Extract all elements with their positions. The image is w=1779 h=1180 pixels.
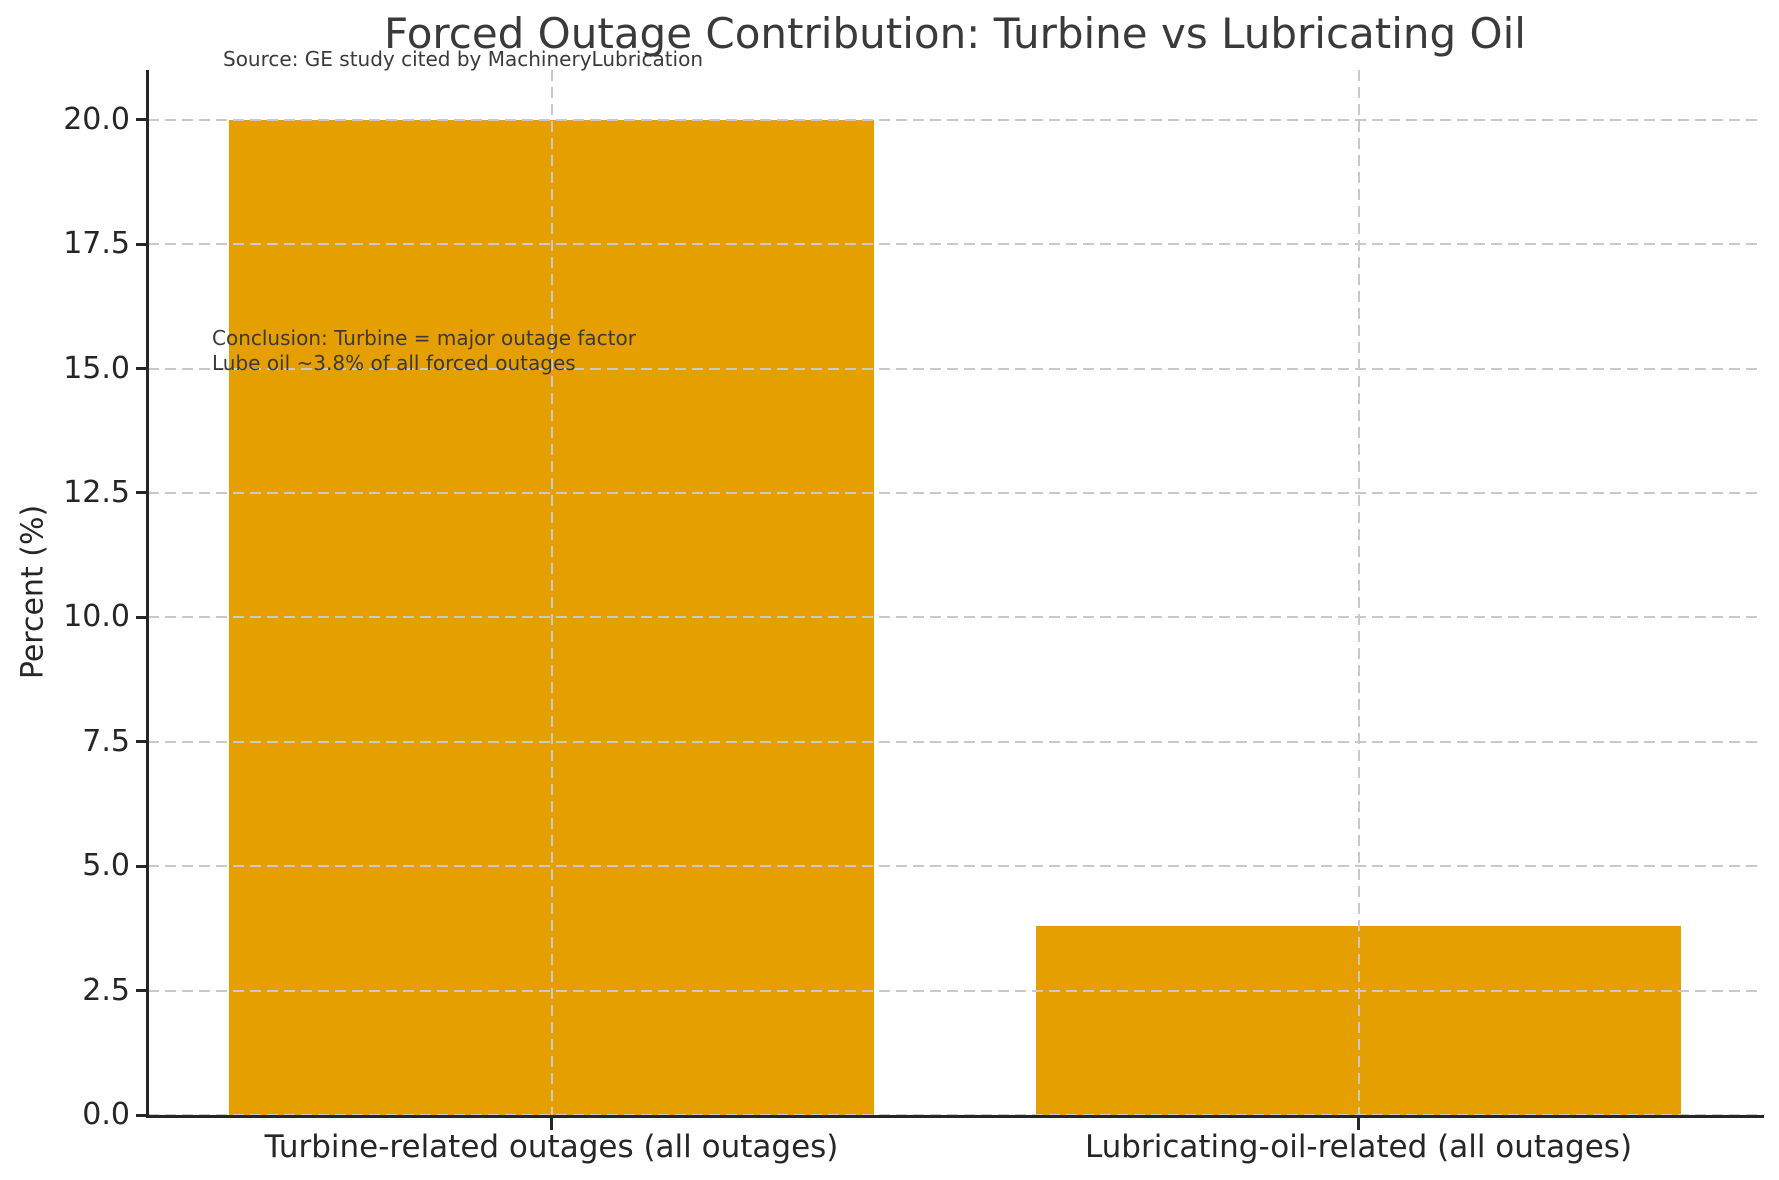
y-tick-label: 20.0: [63, 101, 130, 137]
h-gridline: [148, 865, 1762, 868]
y-tick-mark: [136, 615, 148, 619]
h-gridline: [148, 989, 1762, 992]
x-tick-label: Lubricating-oil-related (all outages): [1084, 1129, 1633, 1165]
x-axis: [146, 1115, 1764, 1118]
h-gridline: [148, 740, 1762, 743]
x-tick-mark: [550, 1118, 553, 1130]
y-tick-label: 17.5: [63, 226, 130, 262]
chart-title: Forced Outage Contribution: Turbine vs L…: [384, 9, 1526, 58]
y-tick-label: 0.0: [82, 1097, 130, 1132]
y-tick-mark: [136, 491, 148, 495]
y-tick-label: 2.5: [82, 972, 130, 1008]
y-tick-label: 7.5: [82, 723, 130, 759]
x-tick-mark: [1357, 1118, 1360, 1130]
y-tick-mark: [136, 864, 148, 868]
chart-subtitle: Source: GE study cited by MachineryLubri…: [223, 47, 704, 71]
h-gridline: [148, 491, 1762, 494]
x-tick-label: Turbine-related outages (all outages): [264, 1129, 839, 1165]
y-tick-mark: [136, 242, 148, 246]
y-tick-label: 10.0: [63, 599, 130, 635]
v-gridline: [550, 70, 553, 1115]
y-tick-label: 15.0: [63, 350, 130, 386]
h-gridline: [148, 367, 1762, 370]
h-gridline: [148, 243, 1762, 246]
y-tick-mark: [136, 740, 148, 744]
annotation-line-2: Lube oil ~3.8% of all forced outages: [212, 351, 576, 375]
y-tick-mark: [136, 989, 148, 993]
y-tick-mark: [136, 1113, 148, 1117]
chart-annotation: Conclusion: Turbine = major outage facto…: [212, 326, 636, 376]
h-gridline: [148, 616, 1762, 619]
y-axis-label: Percent (%): [15, 504, 51, 680]
annotation-line-1: Conclusion: Turbine = major outage facto…: [212, 326, 636, 350]
v-gridline: [1357, 70, 1360, 1115]
y-tick-label: 12.5: [63, 474, 130, 510]
y-tick-mark: [136, 367, 148, 371]
y-axis: [146, 70, 149, 1118]
y-tick-label: 5.0: [82, 848, 130, 884]
y-tick-mark: [136, 118, 148, 122]
h-gridline: [148, 118, 1762, 121]
